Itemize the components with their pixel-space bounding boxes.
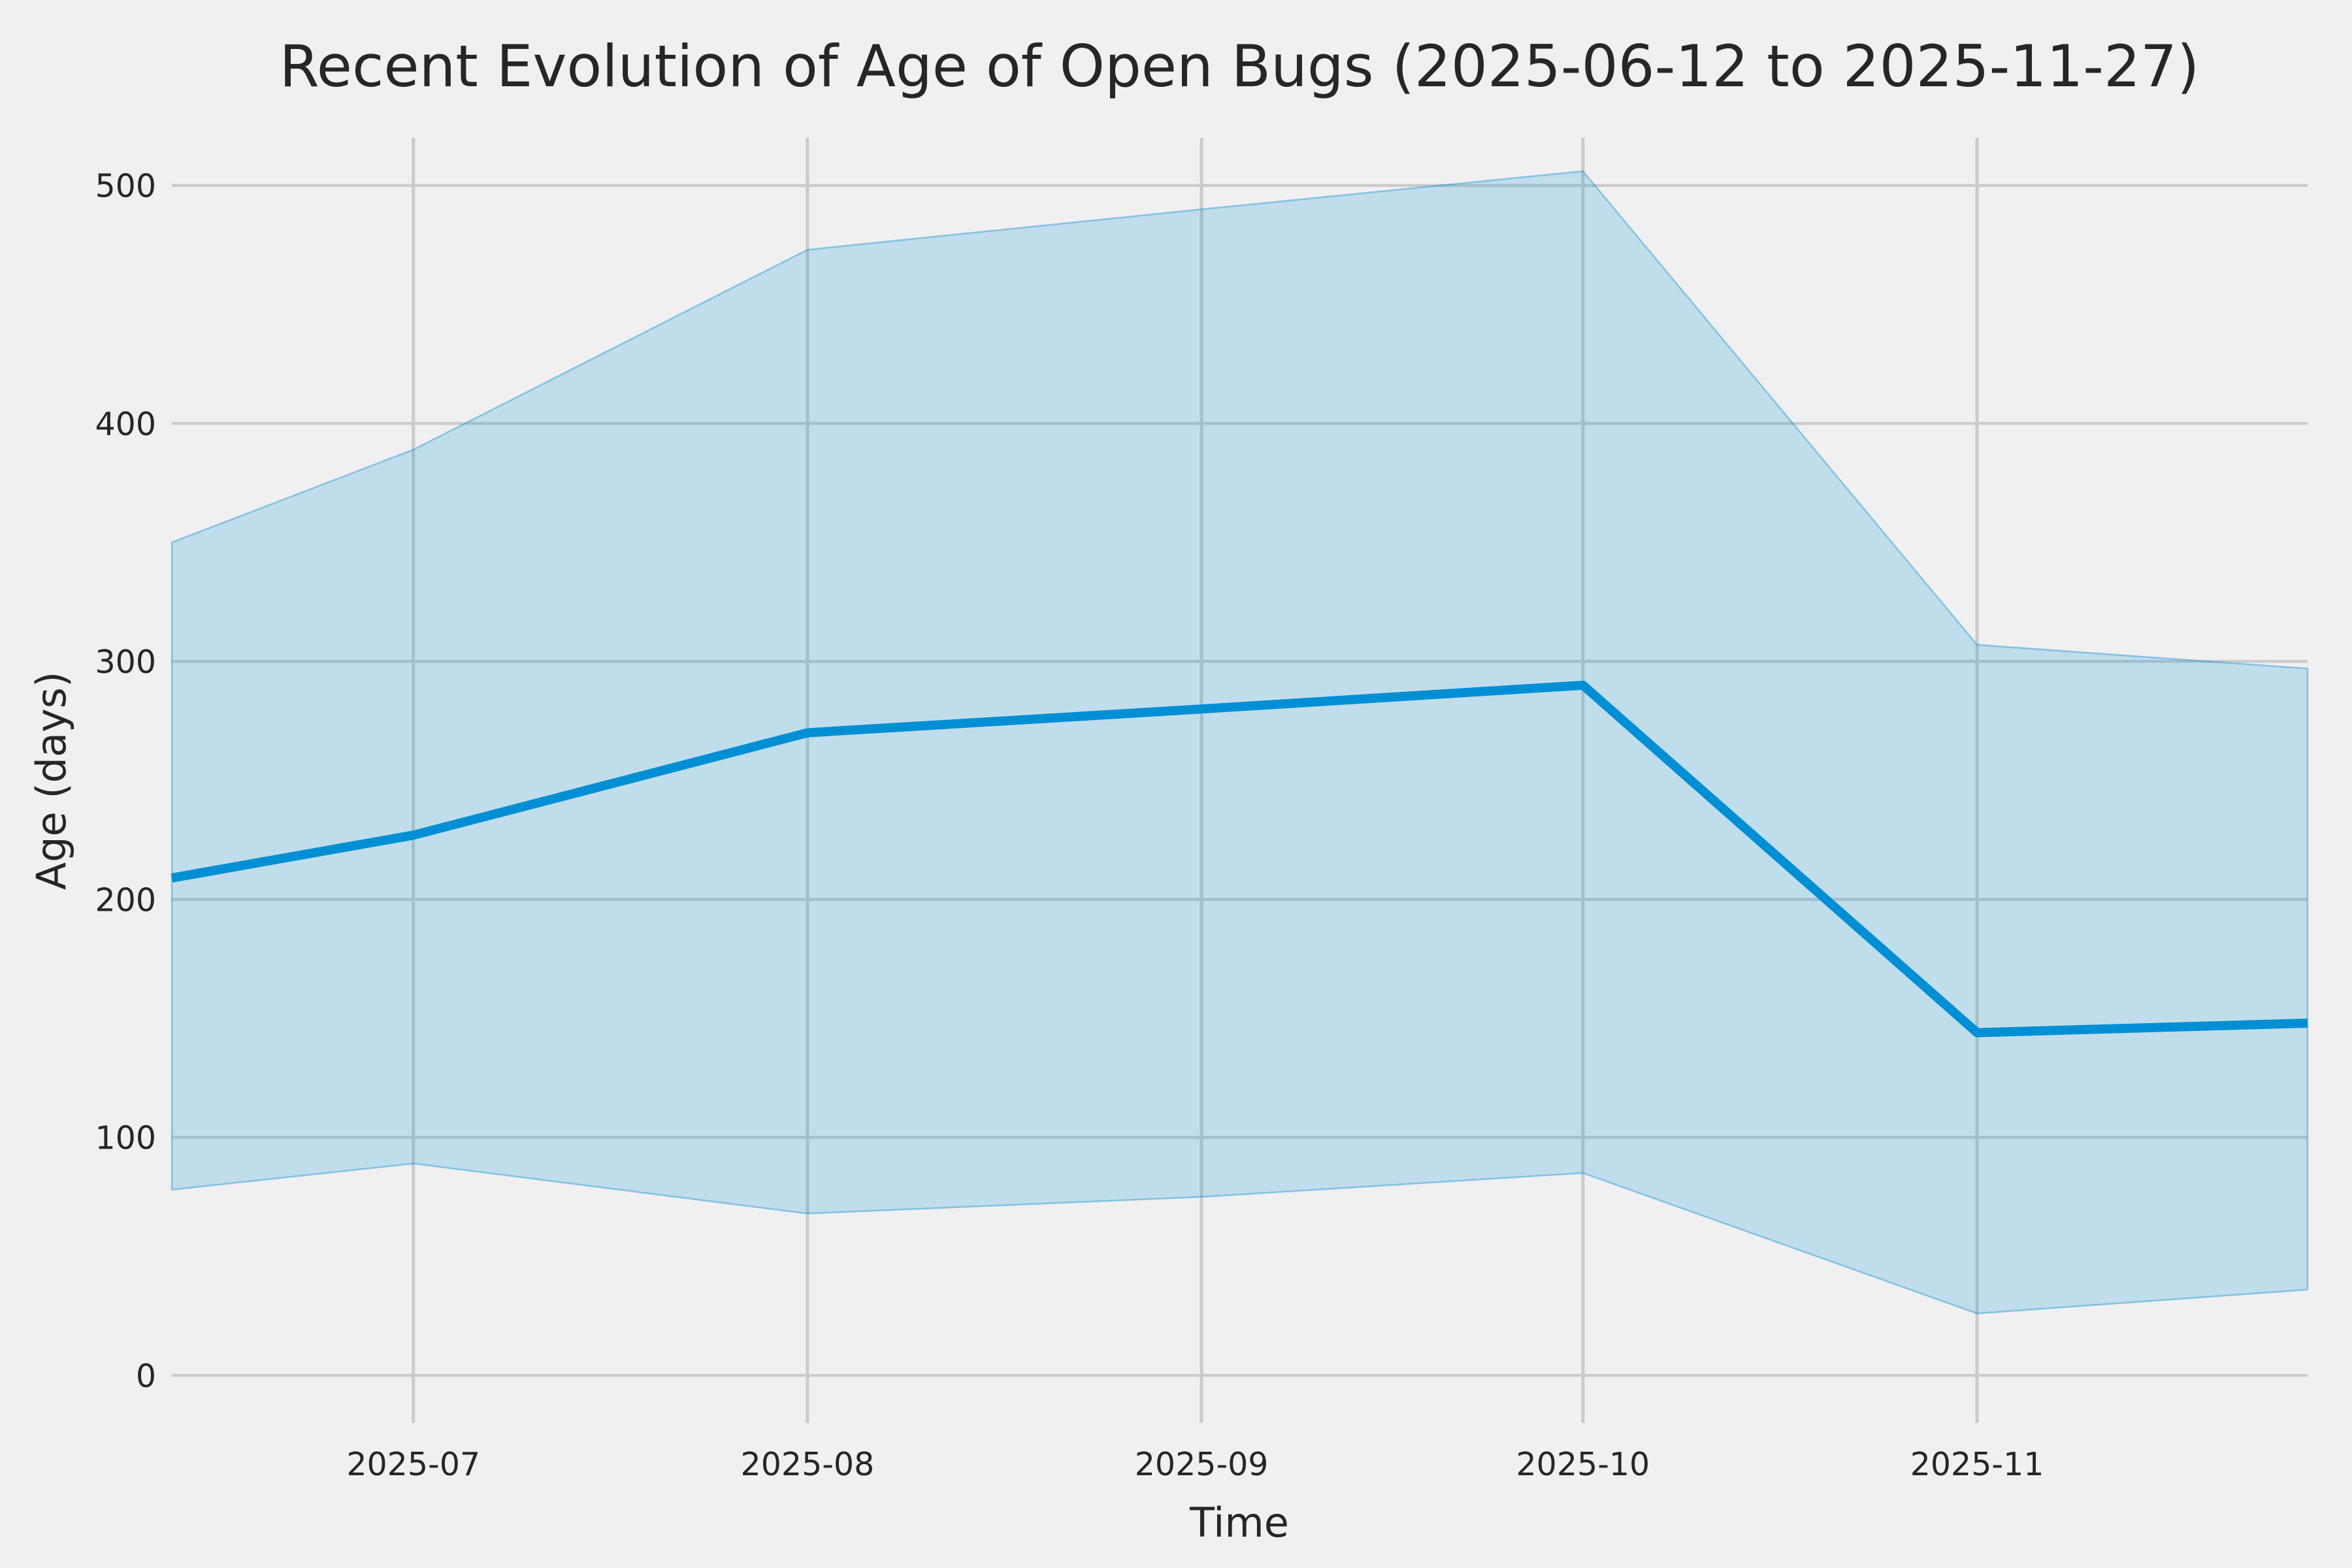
median-age-line — [171, 680, 2308, 1037]
x-tick-label: 2025-08 — [741, 1446, 875, 1483]
x-axis-label: Time — [1189, 1499, 1289, 1546]
x-tick-label: 2025-10 — [1516, 1446, 1650, 1483]
age-range-band — [171, 170, 2309, 1315]
y-tick-label: 0 — [136, 1358, 156, 1395]
y-axis-label: Age (days) — [27, 672, 75, 890]
chart-title: Recent Evolution of Age of Open Bugs (20… — [280, 33, 2200, 100]
x-tick-label: 2025-09 — [1135, 1446, 1269, 1483]
y-tick-label: 100 — [95, 1120, 156, 1157]
y-tick-label: 500 — [95, 167, 156, 204]
y-tick-label: 400 — [95, 406, 156, 443]
y-tick-label: 200 — [95, 881, 156, 919]
ticks-layer: 0 100 200 300 400 500 2025-07 2025-08 2025-09 202… — [95, 167, 2044, 1483]
grid-layer — [172, 138, 2308, 1423]
y-tick-label: 300 — [95, 644, 156, 681]
x-tick-label: 2025-07 — [346, 1446, 480, 1483]
series-layer — [171, 170, 2309, 1315]
x-tick-label: 2025-11 — [1910, 1446, 2044, 1483]
